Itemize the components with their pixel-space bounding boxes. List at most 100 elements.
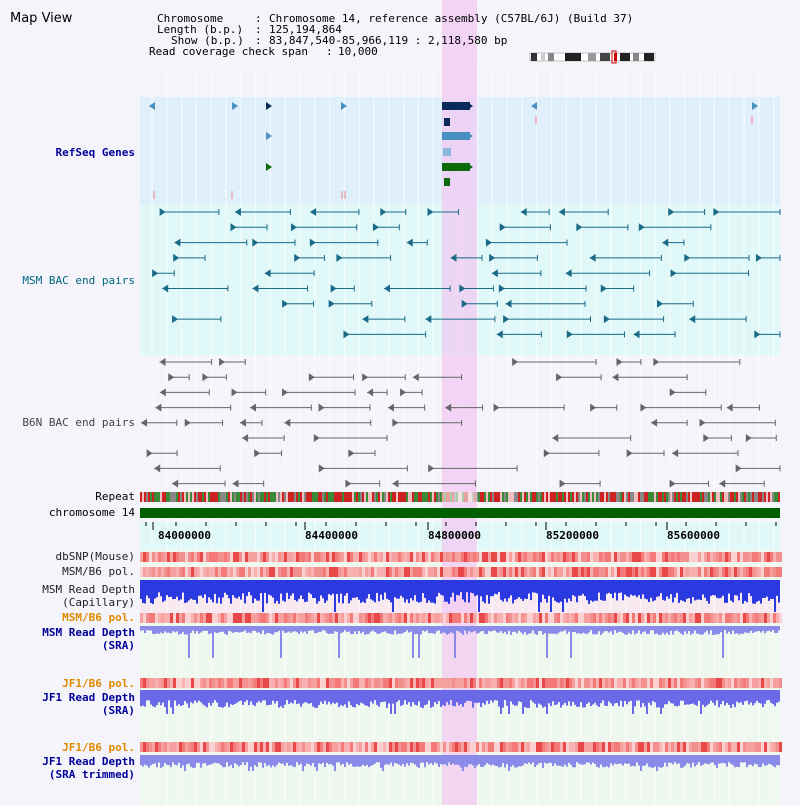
heat-cell	[152, 552, 155, 562]
depth-bar	[434, 755, 436, 763]
depth-bar	[356, 690, 358, 704]
depth-bar	[738, 580, 740, 601]
gene-arrow	[552, 434, 559, 442]
heat-cell	[410, 678, 413, 688]
heat-cell	[728, 552, 731, 562]
depth-bar	[588, 626, 590, 633]
heat-cell	[395, 567, 398, 577]
depth-bar	[468, 690, 470, 701]
heat-cell	[335, 613, 338, 623]
depth-bar	[392, 690, 394, 704]
track-label-repeat: Repeat	[95, 490, 135, 503]
depth-bar	[508, 626, 510, 631]
heat-cell	[680, 613, 683, 623]
depth-bar	[620, 580, 622, 593]
depth-bar	[520, 580, 522, 599]
depth-bar	[258, 690, 260, 702]
repeat-cell	[650, 492, 652, 502]
depth-bar	[340, 626, 342, 634]
depth-bar	[400, 580, 402, 596]
depth-bar	[204, 755, 206, 764]
heat-cell	[437, 742, 440, 752]
depth-bar	[212, 580, 214, 603]
depth-bar	[516, 690, 518, 706]
depth-bar	[644, 755, 646, 766]
heat-cell	[737, 567, 740, 577]
repeat-gap	[442, 492, 477, 502]
repeat-cell	[678, 492, 680, 502]
depth-bar	[380, 580, 382, 595]
depth-bar	[778, 580, 780, 603]
depth-bar	[236, 626, 238, 632]
depth-bar	[748, 690, 750, 705]
heat-cell	[707, 742, 710, 752]
heat-cell	[560, 678, 563, 688]
heat-cell	[164, 613, 167, 623]
depth-bar	[288, 626, 290, 632]
heat-cell	[176, 678, 179, 688]
depth-bar	[578, 690, 580, 707]
heat-cell	[254, 567, 257, 577]
repeat-cell	[432, 492, 434, 502]
heat-cell	[431, 567, 434, 577]
depth-bar	[518, 626, 520, 631]
heat-cell	[530, 742, 533, 752]
depth-spike	[522, 690, 524, 714]
heat-cell	[614, 742, 617, 752]
track-label-jf1-depth-trim-2: (SRA trimmed)	[48, 768, 135, 781]
depth-bar	[630, 626, 632, 635]
depth-bar	[628, 755, 630, 764]
depth-bar	[194, 580, 196, 601]
repeat-cell	[254, 492, 256, 502]
depth-bar	[776, 580, 778, 596]
heat-cell	[365, 742, 368, 752]
heat-cell	[650, 613, 653, 623]
depth-bar	[450, 690, 452, 701]
repeat-cell	[384, 492, 386, 502]
depth-bar	[330, 690, 332, 705]
depth-bar	[154, 626, 156, 635]
depth-bar	[424, 755, 426, 768]
depth-bar	[572, 580, 574, 596]
heat-cell	[212, 552, 215, 562]
heat-cell	[329, 678, 332, 688]
depth-bar	[490, 690, 492, 701]
heat-cell	[743, 742, 746, 752]
depth-bar	[330, 580, 332, 596]
depth-bar	[302, 626, 304, 633]
depth-bar	[360, 580, 362, 603]
heat-cell	[770, 678, 773, 688]
depth-bar	[610, 690, 612, 704]
heat-cell	[485, 567, 488, 577]
heat-cell	[224, 552, 227, 562]
depth-bar	[270, 690, 272, 705]
depth-bar	[718, 626, 720, 635]
heat-cell	[347, 742, 350, 752]
heat-cell	[215, 742, 218, 752]
depth-bar	[558, 626, 560, 633]
depth-bar	[526, 626, 528, 635]
heat-cell	[491, 742, 494, 752]
heat-cell	[167, 552, 170, 562]
depth-bar	[520, 690, 522, 702]
heat-cell	[263, 567, 266, 577]
heat-cell	[194, 742, 197, 752]
depth-bar	[374, 626, 376, 632]
depth-bar	[208, 755, 210, 765]
depth-bar	[146, 690, 148, 701]
depth-bar	[358, 626, 360, 632]
depth-bar	[328, 690, 330, 702]
heat-cell	[545, 613, 548, 623]
heat-cell	[326, 552, 329, 562]
heat-cell	[656, 678, 659, 688]
repeat-cell	[190, 492, 192, 502]
heat-cell	[752, 678, 755, 688]
heat-cell	[683, 678, 686, 688]
depth-bar	[160, 755, 162, 768]
heat-cell	[143, 742, 146, 752]
depth-bar	[324, 580, 326, 603]
heat-cell	[515, 552, 518, 562]
depth-bar	[346, 580, 348, 594]
depth-spike	[500, 690, 502, 714]
